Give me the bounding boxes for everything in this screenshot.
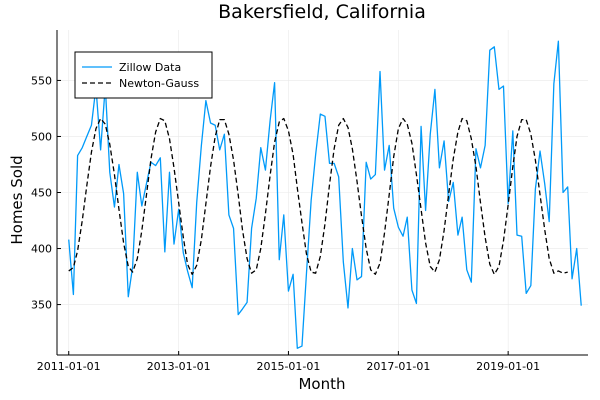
y-tick-label: 350 [31,299,52,312]
x-tick-label: 2015-01-01 [256,360,320,373]
y-tick-label: 550 [31,74,52,87]
x-tick-label: 2011-01-01 [37,360,101,373]
series-line-newton-gauss [68,117,568,275]
legend-label-zillow-data: Zillow Data [119,61,181,74]
legend: Zillow Data Newton-Gauss [74,51,213,99]
x-tick-label: 2017-01-01 [366,360,430,373]
series-line-zillow-data [68,40,582,349]
y-tick-label: 450 [31,187,52,200]
legend-box [74,51,213,99]
x-tick-label: 2019-01-01 [476,360,540,373]
series-lines [68,40,582,349]
chart-title: Bakersfield, California [218,1,426,23]
y-tick-label: 500 [31,130,52,143]
grid-lines [57,30,588,355]
x-tick-label: 2013-01-01 [147,360,211,373]
tick-labels: 2011-01-01 2013-01-01 2015-01-01 2017-01-01… [31,74,540,373]
legend-label-newton-gauss: Newton-Gauss [119,77,199,90]
axes [56,30,588,356]
x-axis-title: Month [298,375,345,393]
y-axis-title: Homes Sold [8,155,26,244]
y-tick-label: 400 [31,243,52,256]
